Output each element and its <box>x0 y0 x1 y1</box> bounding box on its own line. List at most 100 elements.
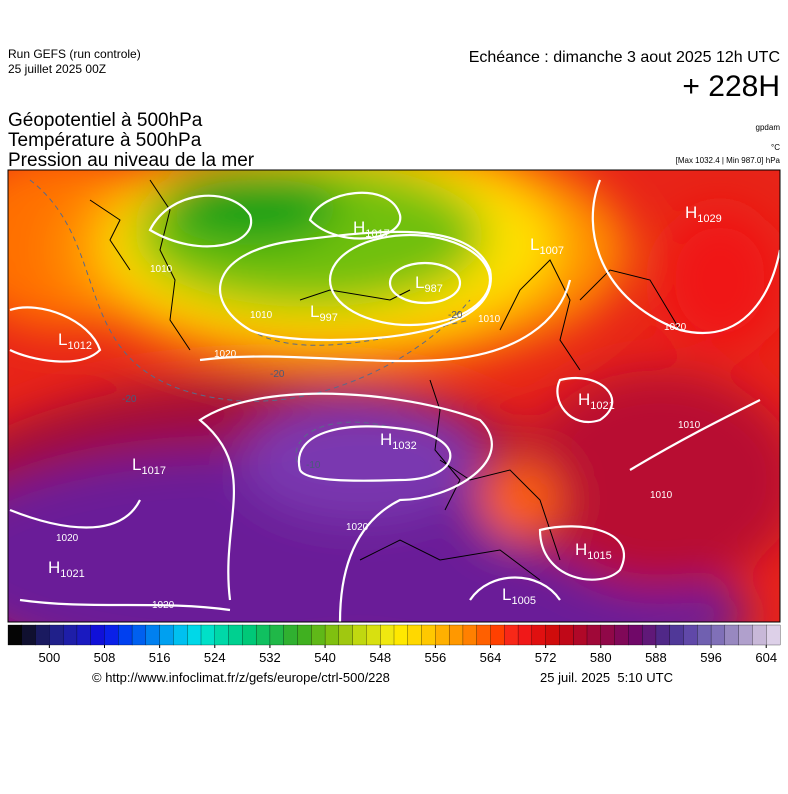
pressure-center: H1021 <box>578 390 615 412</box>
run-label: Run GEFS (run controle) <box>8 47 141 61</box>
colorbar-cell <box>407 624 423 646</box>
colorbar-cell <box>393 624 409 646</box>
map-frame <box>7 169 781 623</box>
colorbar-cell <box>76 624 92 646</box>
colorbar-label: 604 <box>755 650 777 665</box>
colorbar-cell <box>752 624 767 646</box>
colorbar-cell <box>21 624 37 646</box>
isobar-label: 1020 <box>664 322 687 333</box>
colorbar-cell <box>269 624 285 646</box>
colorbar-cell <box>90 624 105 646</box>
run-date: 25 juillet 2025 00Z <box>8 62 106 76</box>
map: L1012 L1007 H1029 H1017 L987 L997 H1032 … <box>8 170 780 622</box>
title-line: Température à 500hPa <box>8 130 202 151</box>
colorbar-cell <box>214 624 230 646</box>
colorbar-cell <box>614 624 629 646</box>
colorbar-cell <box>448 624 464 646</box>
pressure-center: H1017 <box>353 218 390 240</box>
colorbar-cell <box>476 624 491 646</box>
colorbar-cell <box>655 624 671 646</box>
contour-labels: 1020 1020 1020 1020 1020 1010 1010 1010 … <box>56 264 701 611</box>
colorbar-cell <box>490 624 505 646</box>
colorbar-label: 500 <box>39 650 61 665</box>
isobar-label: 1020 <box>346 522 369 533</box>
lead-time: + 228H <box>682 70 780 103</box>
colorbar-cell <box>118 624 133 646</box>
colorbar-cell <box>697 624 712 646</box>
unit-label: gpdam <box>756 123 781 132</box>
colorbar-label: 572 <box>535 650 557 665</box>
colorbar-cell <box>531 624 547 646</box>
colorbar-cell <box>7 624 23 646</box>
source-link: © http://www.infoclimat.fr/z/gefs/europe… <box>92 670 390 685</box>
colorbar-label: 556 <box>425 650 447 665</box>
colorbar-cell <box>35 624 50 646</box>
colorbar-label: 588 <box>645 650 667 665</box>
isobar-label: 1020 <box>214 349 237 360</box>
colorbar-cell <box>586 624 602 646</box>
colorbar-cell <box>641 624 657 646</box>
colorbar-cell <box>283 624 298 646</box>
colorbar-cell <box>159 624 174 646</box>
colorbar-cell <box>255 624 271 646</box>
echeance: Echéance : dimanche 3 aout 2025 12h UTC <box>469 49 780 66</box>
colorbar-label: 564 <box>480 650 502 665</box>
isobar-label: 1010 <box>478 314 501 325</box>
pressure-center: L987 <box>415 273 443 295</box>
pressure-centers: L1012 L1007 H1029 H1017 L987 L997 H1032 … <box>48 203 722 607</box>
colorbar-label: 508 <box>94 650 116 665</box>
temperature-label: -20 <box>448 310 463 321</box>
colorbar-label: 516 <box>149 650 171 665</box>
isobar-label: 1020 <box>152 600 175 611</box>
colorbar-label: 540 <box>314 650 336 665</box>
colorbar-cell <box>573 624 588 646</box>
pressure-center: H1029 <box>685 203 722 225</box>
unit-label: [Max 1032.4 | Min 987.0] hPa <box>676 156 781 165</box>
temperature-label: -20 <box>122 394 137 405</box>
pressure-center: H1021 <box>48 558 85 580</box>
colorbar-cell <box>173 624 188 646</box>
colorbar-cell <box>62 624 78 646</box>
colorbar-cell <box>352 624 367 646</box>
colorbar-cell <box>421 624 436 646</box>
colorbar-cell <box>600 624 616 646</box>
colorbar-cell <box>724 624 740 646</box>
pressure-center: H1032 <box>380 430 417 452</box>
coastlines <box>89 179 681 581</box>
colorbar-cell <box>311 624 326 646</box>
colorbar-cell <box>324 624 340 646</box>
colorbar-cell <box>200 624 216 646</box>
colorbar-cell <box>297 624 312 646</box>
isobar-label: 1020 <box>56 533 79 544</box>
colorbar-cell <box>131 624 147 646</box>
colorbar-cell <box>366 624 381 646</box>
pressure-center: L1012 <box>58 330 92 352</box>
colorbar-cell <box>145 624 161 646</box>
colorbar-label: 596 <box>700 650 722 665</box>
render-time: 25 juil. 2025 5:10 UTC <box>540 670 673 685</box>
colorbar-cell <box>504 624 519 646</box>
colorbar-cell <box>545 624 560 646</box>
pressure-center: L1017 <box>132 455 166 477</box>
colorbar-cell <box>628 624 643 646</box>
pressure-center: L1005 <box>502 585 536 607</box>
isobar-label: 1010 <box>678 420 701 431</box>
isobar-label: 1010 <box>650 490 673 501</box>
isobar-label: 1010 <box>150 264 173 275</box>
title-line: Géopotentiel à 500hPa <box>8 110 203 131</box>
field-shading <box>8 170 780 622</box>
colorbar-label: 524 <box>204 650 226 665</box>
isobar-label: 1010 <box>250 310 273 321</box>
isobars <box>9 179 780 622</box>
colorbar-label: 548 <box>369 650 391 665</box>
title-line: Pression au niveau de la mer <box>8 150 255 171</box>
colorbar-cell <box>669 624 684 646</box>
colorbar-cell <box>380 624 395 646</box>
colorbar-cell <box>559 624 574 646</box>
colorbar-label: 580 <box>590 650 612 665</box>
colorbar-cell <box>683 624 698 646</box>
colorbar-cell <box>738 624 753 646</box>
colorbar-cell <box>242 624 257 646</box>
